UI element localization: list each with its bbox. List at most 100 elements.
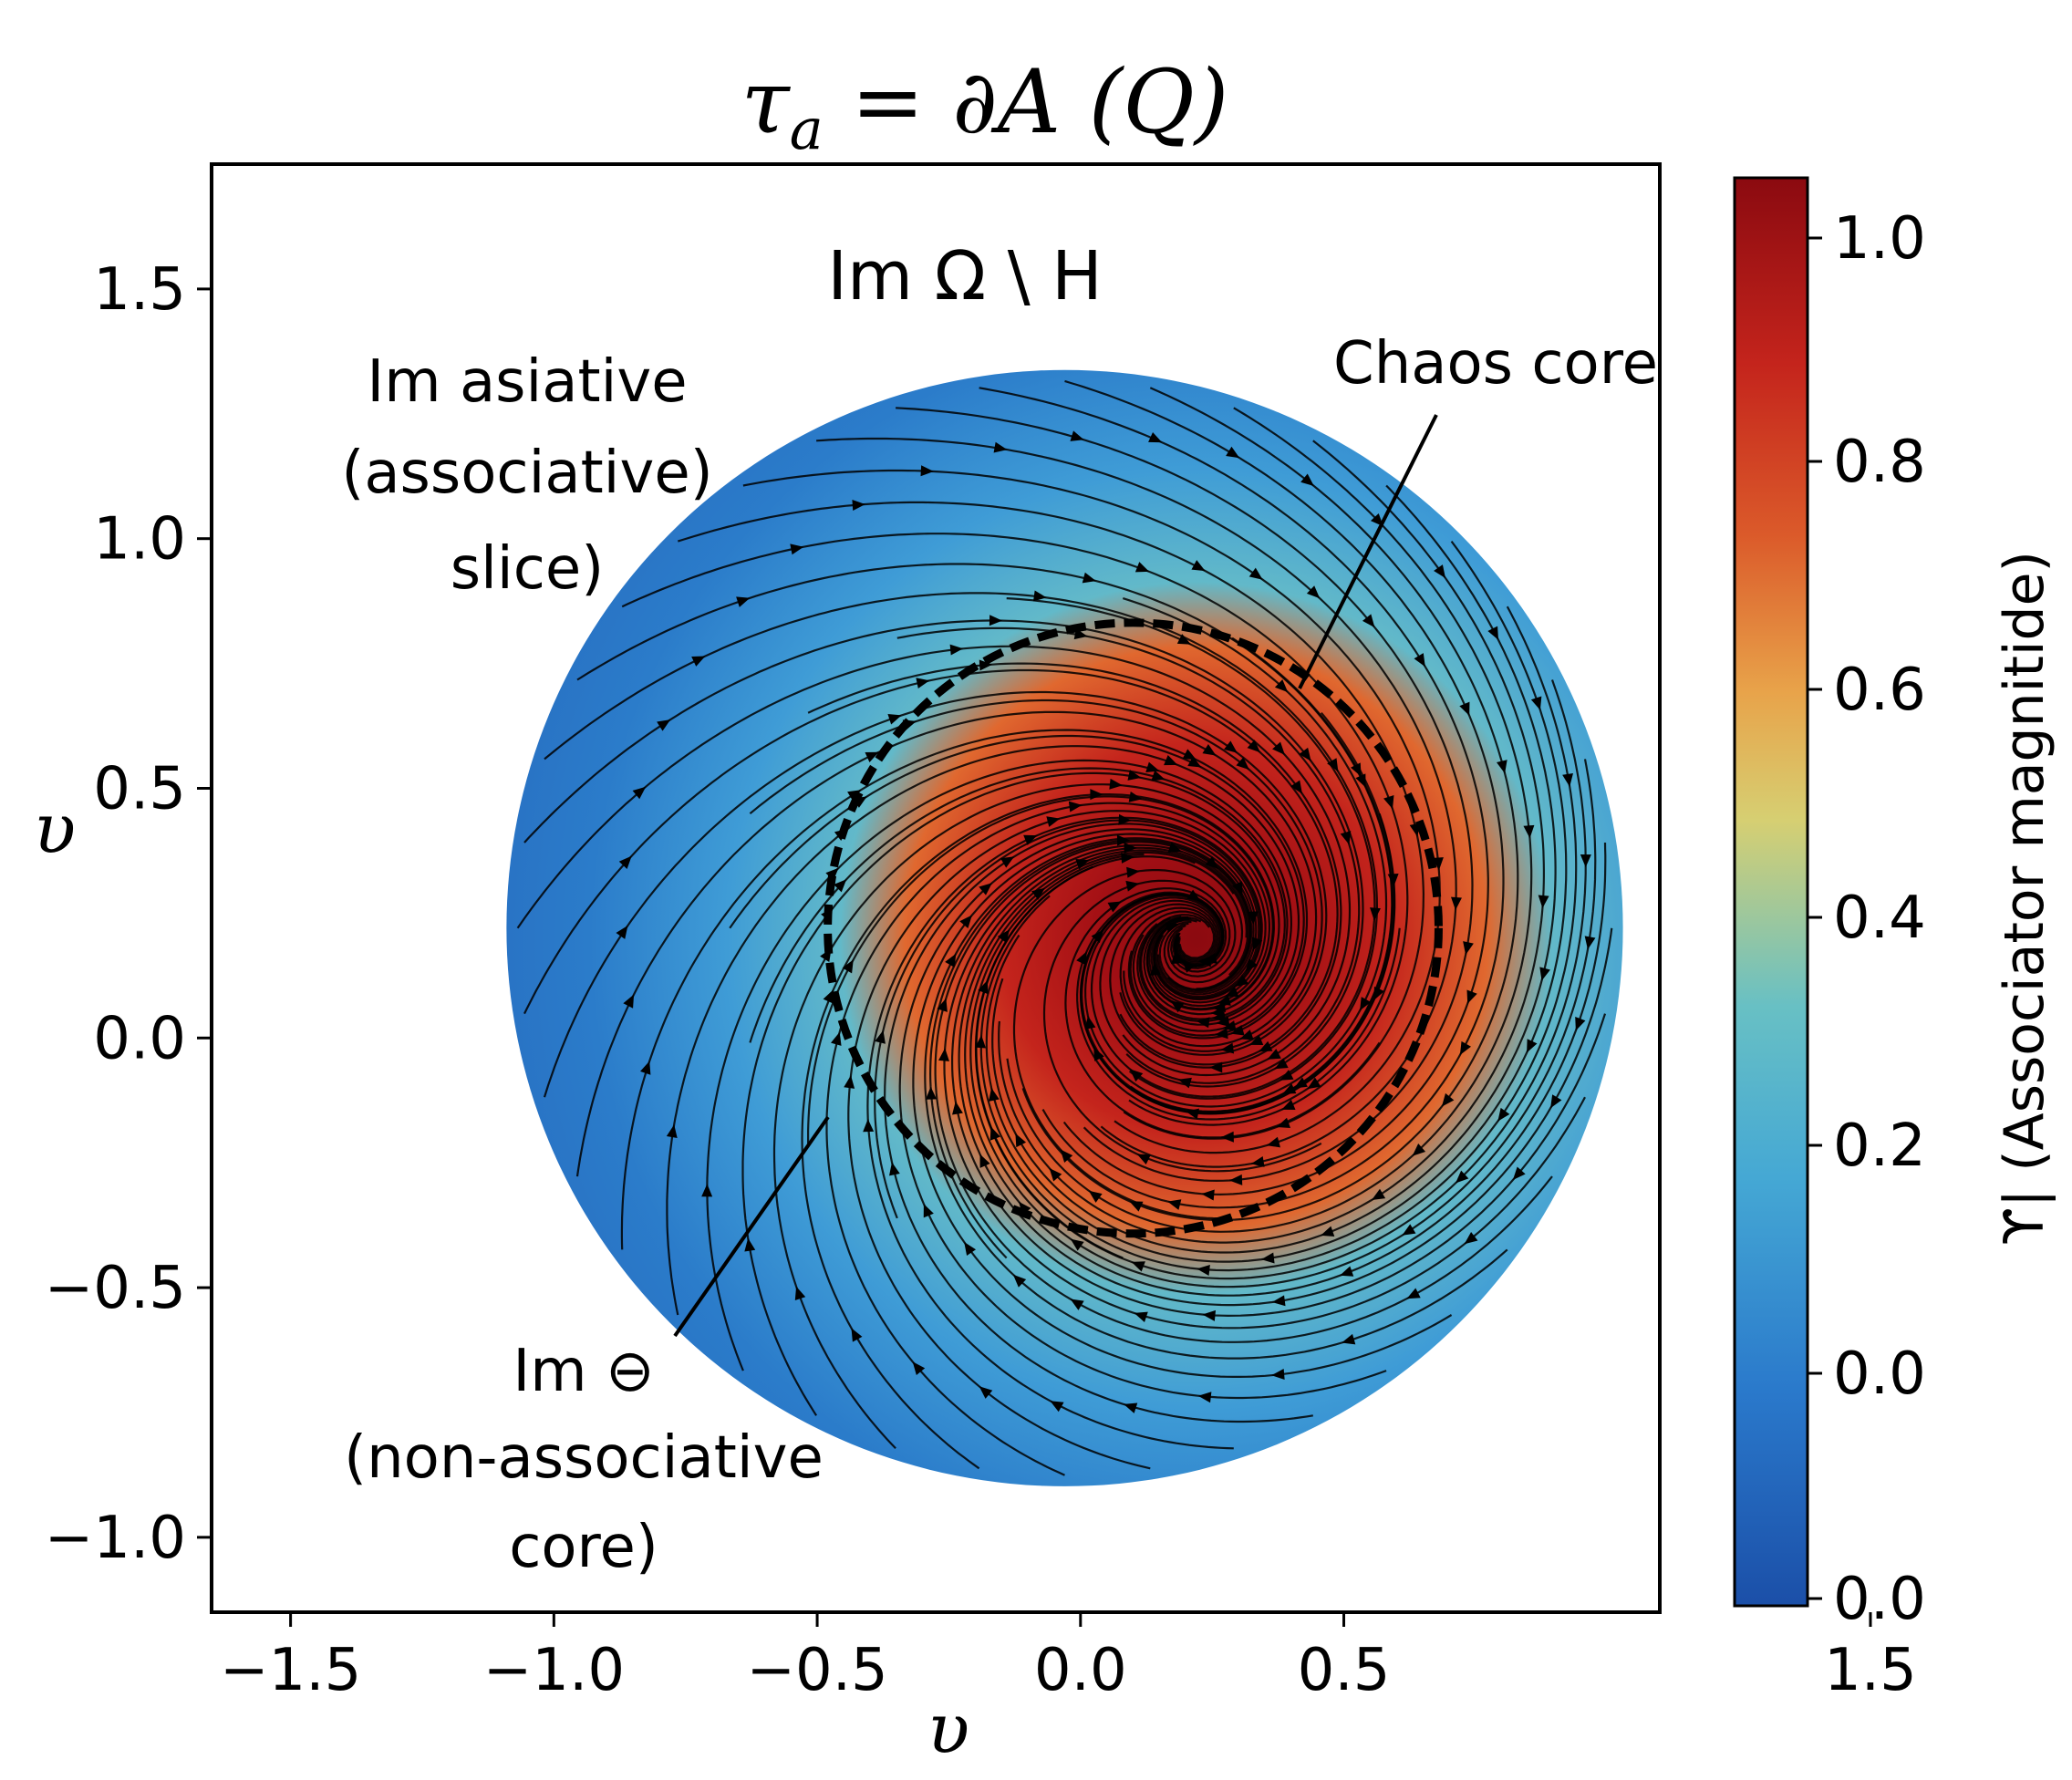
streamline-arrow: [744, 1237, 756, 1252]
streamline-arrow: [1151, 770, 1166, 781]
streamline-arrow: [1197, 1265, 1210, 1276]
streamline: [898, 828, 1387, 1400]
streamline-arrow: [1136, 1154, 1151, 1165]
colorbar-tick-label: 0.8: [1833, 429, 1926, 496]
streamline: [1064, 887, 1381, 1139]
x-tick-label: −0.5: [746, 1637, 887, 1704]
streamline-arrow: [1126, 866, 1140, 878]
streamline-arrow: [1116, 834, 1130, 846]
colorbar-tick-label: 0.4: [1833, 885, 1926, 952]
streamline-arrow: [1414, 653, 1425, 668]
streamline: [896, 407, 1474, 1183]
streamline: [924, 837, 1508, 1360]
assoc-slice-line-3: slice): [451, 535, 604, 603]
streamline-arrow: [1340, 1266, 1354, 1277]
streamline-arrow: [1050, 1401, 1064, 1413]
streamline: [816, 437, 1457, 1168]
streamline-arrow: [1434, 564, 1445, 578]
streamline: [772, 783, 1280, 1450]
colorbar-tick-label: 0.0: [1833, 1340, 1926, 1408]
streamline-arrow: [1530, 696, 1542, 710]
streamline-arrow: [964, 1242, 977, 1256]
streamline-arrow: [979, 1154, 990, 1168]
streamline-arrow: [1271, 1295, 1286, 1307]
streamline-arrow: [1129, 1069, 1144, 1082]
streamline-arrow: [618, 855, 632, 869]
streamline-arrow: [1145, 761, 1160, 773]
streamline-arrow: [1360, 997, 1372, 1011]
streamline: [742, 469, 1441, 1154]
streamline-arrow: [1299, 747, 1311, 761]
streamline: [943, 843, 1586, 1330]
nonassoc-pointer: [673, 1115, 830, 1338]
streamline-arrow: [1049, 1168, 1062, 1182]
streamline-arrow: [1012, 1274, 1027, 1288]
streamline-arrow: [1432, 857, 1444, 871]
streamline: [516, 645, 1352, 1077]
streamline-arrow: [1459, 701, 1470, 716]
streamline-arrow: [1274, 679, 1289, 693]
streamline-arrow: [1362, 614, 1375, 628]
streamline-arrow: [1201, 1189, 1215, 1201]
streamline-arrow: [1118, 813, 1132, 825]
chaos-core-boundary: [824, 618, 1443, 1238]
streamline-arrow: [993, 441, 1008, 453]
streamline-arrow: [1306, 585, 1321, 599]
streamline: [1006, 597, 1376, 1098]
streamline-arrow: [920, 465, 934, 477]
y-tick-label: 0.0: [93, 1005, 186, 1072]
streamline: [1042, 879, 1322, 1173]
streamline-arrow: [691, 656, 706, 667]
streamline-arrow: [1402, 1224, 1416, 1236]
streamline-arrow: [623, 994, 635, 1009]
colorbar-tick-label: 0.2: [1833, 1112, 1926, 1180]
streamline-arrow: [1261, 1252, 1275, 1264]
streamline-arrow: [1131, 1261, 1145, 1272]
streamline-arrow: [989, 615, 1002, 626]
streamline-arrow: [1134, 562, 1150, 573]
streamline: [523, 619, 1364, 1088]
streamline-arrow: [1580, 854, 1591, 868]
streamline-arrow: [852, 499, 865, 511]
assoc-slice-label: Im asiative (associative) slice): [338, 346, 715, 605]
streamline-arrow: [1196, 1017, 1210, 1029]
streamline-arrow: [1271, 1369, 1285, 1381]
streamline-arrow: [1224, 740, 1238, 753]
streamline-arrow: [1247, 911, 1259, 925]
streamline-arrow: [1197, 1392, 1212, 1403]
streamline-arrow: [1125, 880, 1140, 892]
streamline-arrow: [1216, 1016, 1230, 1028]
streamline-arrow: [736, 596, 751, 607]
streamline-arrow: [1459, 1040, 1471, 1055]
title-tau: τ: [741, 51, 792, 153]
streamline-arrow: [912, 1361, 926, 1375]
colorbar-tick-label: 0.0: [1833, 1566, 1926, 1633]
streamline-arrow: [916, 678, 930, 689]
streamline-arrow: [1373, 986, 1384, 1001]
x-axis-label: υ: [927, 1688, 969, 1769]
streamline-arrow: [1060, 1149, 1073, 1163]
streamline-arrow: [1023, 834, 1038, 845]
streamline: [998, 440, 1545, 1244]
streamline-arrow: [952, 1101, 963, 1115]
streamline-arrow: [1186, 1108, 1199, 1120]
streamline-arrow: [1015, 1133, 1027, 1148]
colorbar-label: ϒ| (Associator magnitide): [1993, 551, 2056, 1246]
streamline-arrow: [1406, 1288, 1421, 1299]
streamline: [1012, 869, 1237, 1220]
streamline-arrow: [1165, 922, 1179, 933]
streamline: [575, 710, 1318, 1177]
streamline-arrow: [949, 644, 964, 656]
assoc-slice-line-1: Im asiative: [367, 348, 687, 416]
streamline-arrow: [657, 719, 671, 731]
streamline-arrow: [1267, 1049, 1281, 1060]
streamline-arrow: [1088, 1190, 1103, 1203]
y-tick-label: 0.5: [93, 755, 186, 823]
streamline: [896, 626, 1361, 1084]
streamline: [523, 668, 1339, 1066]
streamline-arrow: [1272, 741, 1285, 755]
x-tick-label: −1.5: [220, 1637, 361, 1704]
assoc-slice-line-2: (associative): [341, 440, 712, 507]
streamline-arrow: [1370, 907, 1381, 921]
